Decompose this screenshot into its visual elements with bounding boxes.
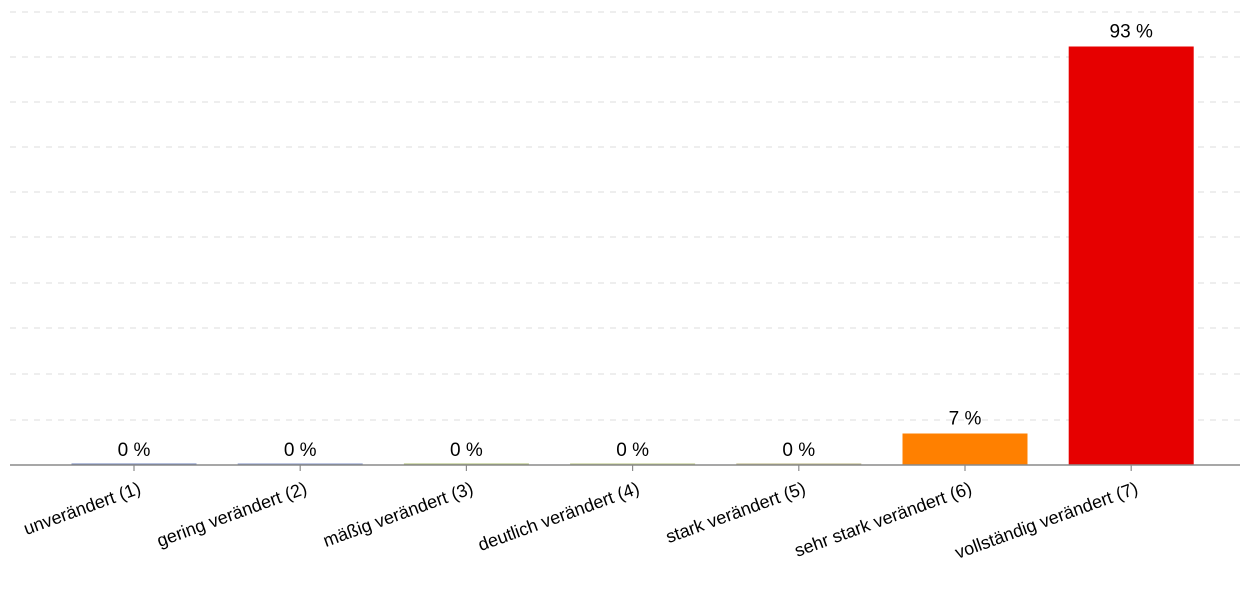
- category-labels: unverändert (1) gering verändert (2) mäßig…: [21, 478, 1141, 563]
- category-label: sehr stark verändert (6): [792, 478, 975, 561]
- value-label: 0 %: [782, 440, 815, 461]
- category-label: mäßig verändert (3): [320, 478, 475, 551]
- category-label: deutlich verändert (4): [475, 478, 642, 555]
- category-label: stark verändert (5): [663, 478, 808, 547]
- grid-lines: [10, 11, 1240, 421]
- bar: [902, 433, 1028, 465]
- value-labels: 0 % 0 % 0 % 0 % 0 % 7 % 93 %: [118, 22, 1153, 462]
- category-label: gering verändert (2): [154, 478, 309, 551]
- bars: [71, 46, 1194, 465]
- bar: [1068, 46, 1194, 465]
- value-label: 93 %: [1110, 22, 1153, 43]
- category-label: vollständig verändert (7): [952, 478, 1140, 563]
- value-label: 0 %: [616, 440, 649, 461]
- x-axis-ticks: [133, 465, 1132, 471]
- value-label: 7 %: [949, 409, 982, 430]
- value-label: 0 %: [450, 440, 483, 461]
- category-label: unverändert (1): [21, 478, 143, 539]
- value-label: 0 %: [284, 440, 317, 461]
- value-label: 0 %: [118, 440, 151, 461]
